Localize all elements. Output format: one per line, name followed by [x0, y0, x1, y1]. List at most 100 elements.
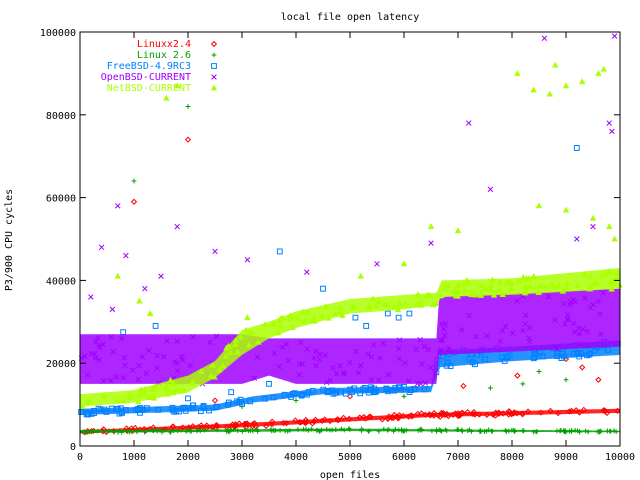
data-point — [438, 347, 444, 353]
data-point — [235, 428, 241, 434]
data-point — [232, 423, 239, 430]
data-point — [78, 409, 84, 415]
data-point — [534, 429, 540, 434]
data-point — [173, 407, 180, 414]
data-point — [408, 413, 416, 420]
data-point — [113, 374, 120, 380]
data-point — [613, 273, 621, 280]
data-point — [262, 321, 269, 328]
data-point — [402, 300, 409, 307]
data-point — [207, 372, 215, 379]
data-point — [488, 385, 493, 391]
data-point — [349, 303, 357, 310]
data-point — [136, 362, 142, 369]
data-point — [327, 427, 333, 433]
data-point — [417, 298, 424, 305]
data-point — [460, 382, 467, 390]
data-point — [224, 428, 230, 433]
data-point — [580, 270, 588, 277]
data-point — [82, 429, 88, 435]
data-point — [565, 315, 571, 322]
data-point — [395, 414, 402, 421]
series-4 — [79, 61, 623, 409]
data-point — [370, 342, 377, 348]
data-point — [381, 426, 387, 432]
data-point — [330, 365, 336, 371]
data-point — [359, 428, 364, 434]
data-point — [296, 372, 303, 378]
data-point — [502, 323, 509, 330]
data-point — [175, 428, 181, 434]
data-point — [411, 386, 418, 393]
data-point — [454, 227, 462, 234]
data-point — [495, 410, 502, 417]
data-point — [509, 330, 516, 336]
data-point — [580, 406, 587, 413]
data-point — [503, 429, 509, 434]
y-tick-label: 0 — [70, 442, 76, 453]
data-point — [574, 236, 580, 242]
data-point — [578, 350, 584, 356]
data-point — [107, 377, 114, 384]
data-point — [511, 427, 517, 433]
data-point — [440, 285, 447, 292]
data-point — [137, 409, 143, 416]
data-point — [484, 333, 490, 339]
data-point — [466, 120, 472, 126]
data-point — [465, 428, 471, 434]
data-point — [401, 393, 407, 399]
data-point — [143, 370, 150, 377]
data-point — [85, 372, 91, 378]
data-point — [530, 273, 537, 279]
legend-entry: FreeBSD-4.9RC3 — [107, 61, 217, 72]
legend-marker — [211, 52, 217, 58]
data-point — [167, 429, 173, 435]
legend-label: Linux 2.6 — [137, 50, 191, 61]
data-point — [562, 321, 568, 327]
data-point — [514, 298, 520, 304]
data-point — [460, 280, 468, 287]
data-point — [425, 346, 432, 353]
data-point — [472, 361, 478, 368]
y-tick-label: 20000 — [46, 359, 76, 370]
data-point — [287, 312, 294, 319]
data-point — [135, 391, 143, 398]
data-point — [434, 427, 439, 433]
data-point — [225, 401, 231, 408]
data-point — [413, 346, 419, 353]
data-point — [537, 282, 544, 289]
data-point — [295, 426, 301, 432]
data-point — [169, 389, 177, 396]
data-point — [417, 336, 423, 343]
data-point — [232, 336, 240, 343]
data-point — [363, 323, 370, 329]
data-point — [527, 282, 534, 289]
x-tick-label: 9000 — [554, 452, 578, 463]
data-point — [496, 286, 503, 293]
chart-title: local file open latency — [281, 12, 419, 23]
data-point — [552, 317, 558, 323]
data-point — [305, 389, 312, 395]
data-point — [536, 369, 542, 374]
data-point — [490, 291, 498, 298]
data-point — [459, 327, 465, 333]
data-point — [339, 312, 346, 318]
data-point — [432, 300, 440, 307]
data-point — [291, 390, 298, 397]
data-point — [461, 287, 468, 294]
data-point — [311, 418, 318, 425]
data-point — [506, 352, 513, 359]
data-point — [137, 386, 145, 393]
data-point — [487, 286, 495, 292]
legend-label: NetBSD-CURRENT — [107, 83, 191, 94]
data-point — [441, 326, 447, 332]
data-point — [429, 428, 435, 434]
data-point — [337, 308, 344, 315]
data-point — [232, 421, 239, 428]
data-point — [254, 338, 262, 345]
data-point — [182, 407, 189, 414]
legend-marker — [210, 40, 218, 48]
data-point — [326, 417, 334, 425]
data-point — [173, 82, 181, 89]
data-point — [219, 362, 227, 369]
